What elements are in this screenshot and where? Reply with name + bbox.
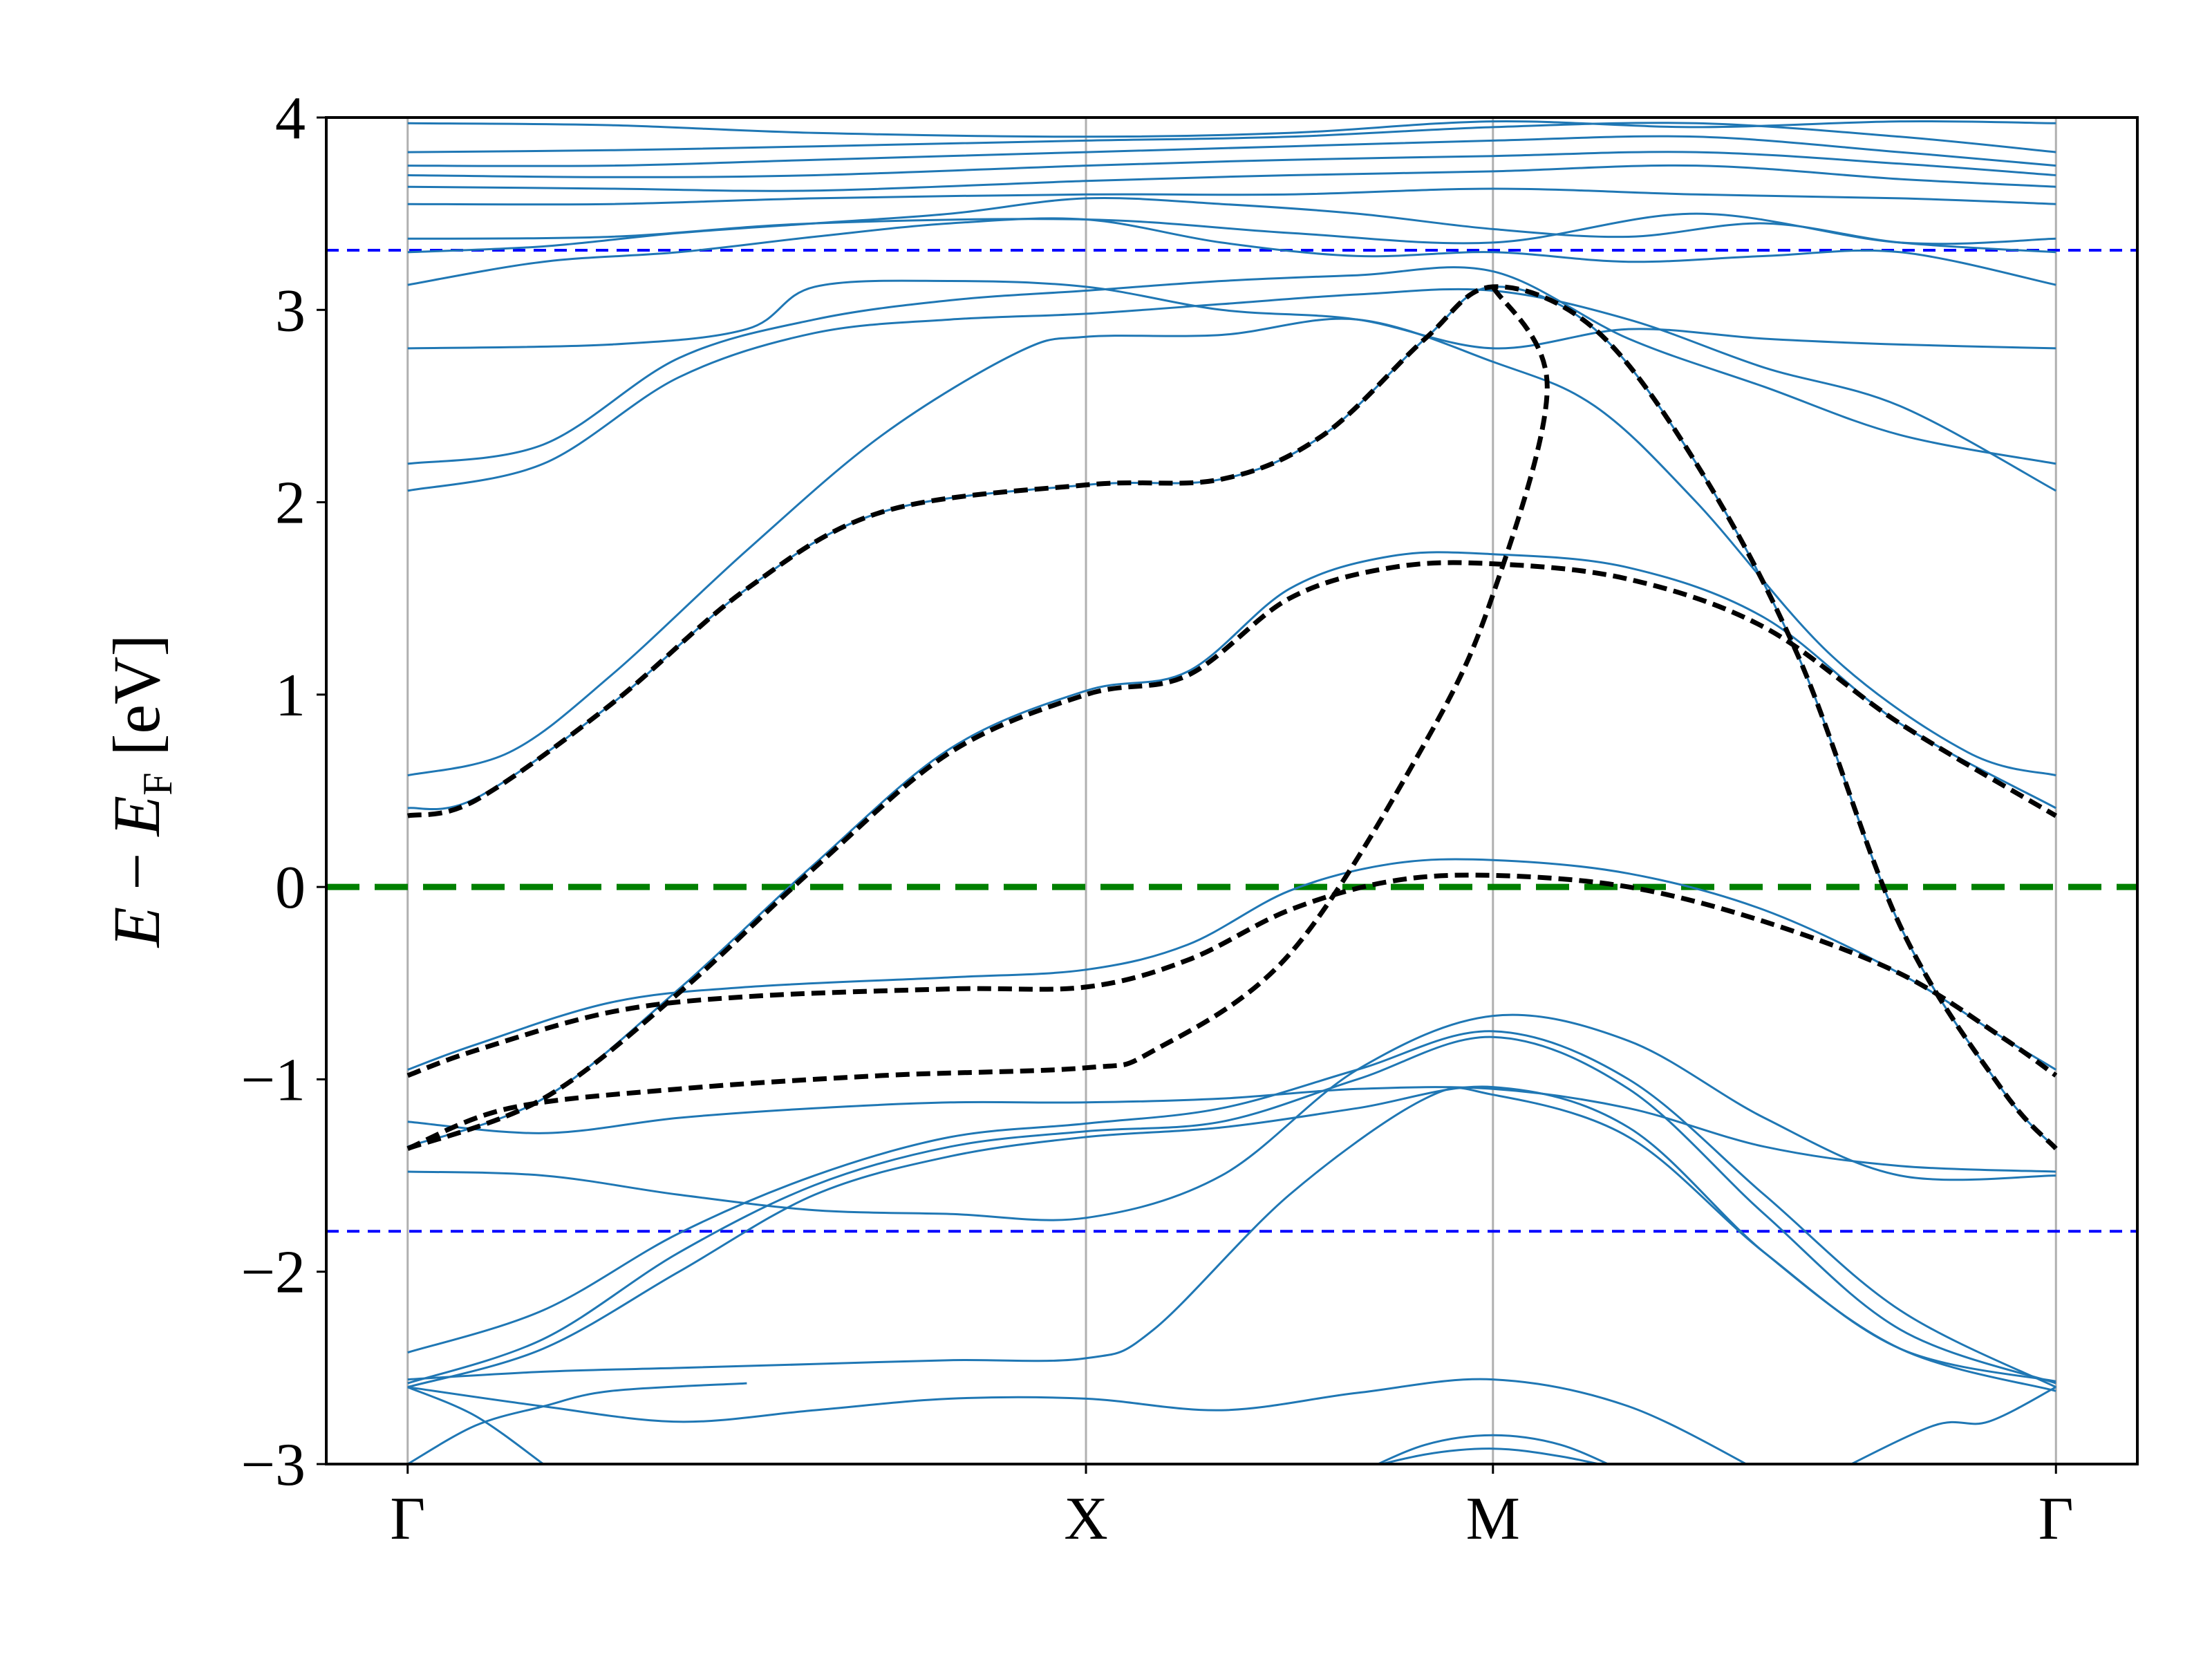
y-tick-label: 4 bbox=[275, 85, 306, 152]
dft-band-3 bbox=[407, 317, 2056, 777]
wannier-band-2 bbox=[406, 285, 1550, 1151]
wannier-band-0 bbox=[406, 560, 2057, 1151]
dft-band-11 bbox=[407, 164, 2056, 192]
wannier-band-1 bbox=[406, 872, 2058, 1078]
plot-frame bbox=[325, 116, 2139, 1465]
dft-band-25 bbox=[1375, 1434, 1611, 1464]
x-tick-label: M bbox=[1466, 1485, 1520, 1553]
y-tick-label: −3 bbox=[241, 1432, 306, 1499]
x-tick-label: Γ bbox=[390, 1485, 425, 1553]
dft-band-15 bbox=[407, 120, 2056, 138]
dft-band-12 bbox=[407, 151, 2056, 178]
x-tick-label: Γ bbox=[2038, 1485, 2074, 1553]
y-tick-label: −2 bbox=[241, 1239, 306, 1306]
dft-band-5 bbox=[407, 266, 2056, 465]
dft-band-17 bbox=[407, 1013, 2056, 1221]
y-tick-label: 3 bbox=[275, 277, 306, 344]
dft-band-2 bbox=[407, 285, 2057, 1150]
dft-band-4 bbox=[407, 288, 2056, 492]
y-label-ef: E bbox=[100, 796, 174, 838]
dft-band-0 bbox=[407, 551, 2056, 1148]
dft-band-24 bbox=[407, 1382, 747, 1464]
dft-band-23 bbox=[407, 1386, 544, 1464]
y-label-sub: F bbox=[135, 773, 180, 796]
y-tick-label: 2 bbox=[275, 470, 306, 537]
dft-band-21 bbox=[407, 1087, 2056, 1382]
y-tick-label: 1 bbox=[275, 662, 306, 729]
dft-band-9 bbox=[407, 212, 2056, 245]
dft-band-14 bbox=[407, 122, 2056, 153]
dft-band-26 bbox=[1377, 1447, 1604, 1464]
y-tick-label: 0 bbox=[275, 854, 306, 921]
dft-band-7 bbox=[407, 217, 2056, 286]
dft-band-10 bbox=[407, 187, 2056, 206]
dft-band-6 bbox=[407, 279, 2056, 350]
y-tick-label: −1 bbox=[241, 1047, 306, 1114]
reference-lines bbox=[326, 249, 2137, 1233]
y-axis-label: E − EF [eV] bbox=[100, 635, 180, 949]
x-tick-label: X bbox=[1064, 1485, 1108, 1553]
y-label-minus: − bbox=[100, 836, 174, 907]
wannier-band-3 bbox=[407, 284, 2058, 1150]
dft-band-22 bbox=[407, 1378, 1749, 1464]
dft-band-20 bbox=[407, 1085, 2056, 1392]
dft-band-1 bbox=[407, 858, 2056, 1071]
dft-band-18 bbox=[407, 1030, 2056, 1389]
kpoint-gridlines bbox=[406, 118, 2057, 1464]
y-axis-ticks: −3 −2 −1 0 1 2 3 4 bbox=[241, 85, 326, 1499]
dft-band-19 bbox=[407, 1035, 2056, 1385]
wannier-bands bbox=[406, 284, 2058, 1151]
dft-band-16 bbox=[407, 1086, 2056, 1173]
dft-bands bbox=[407, 120, 2057, 1464]
y-label-unit: [eV] bbox=[100, 635, 174, 773]
dft-band-13 bbox=[407, 135, 2056, 167]
y-label-e: E bbox=[100, 907, 174, 949]
dft-band-27 bbox=[1848, 1386, 2056, 1464]
